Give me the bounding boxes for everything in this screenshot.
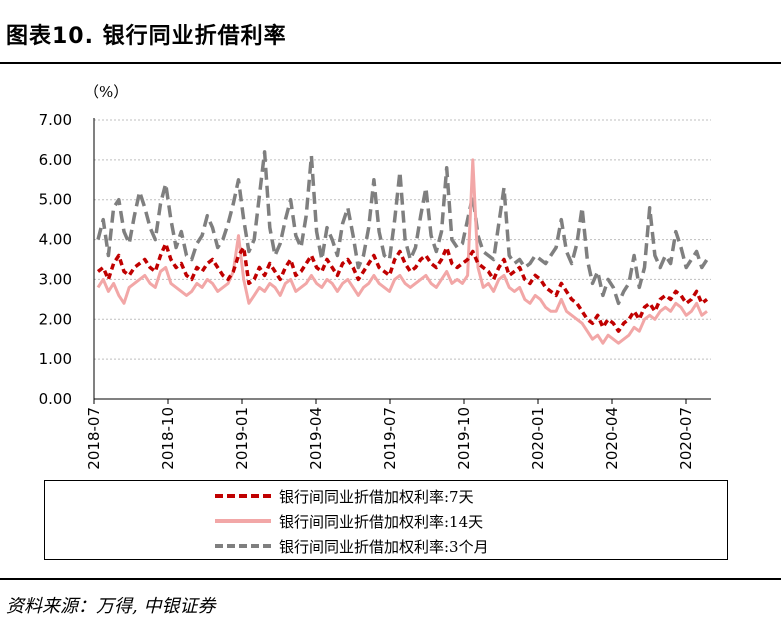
y-tick-label: 1.00 (39, 350, 72, 368)
y-tick-label: 2.00 (39, 310, 72, 328)
legend-label-14d: 银行间同业折借加权利率:14天 (279, 512, 484, 531)
x-tick-label: 2018-07 (85, 407, 103, 470)
x-tick-label: 2019-01 (233, 407, 251, 470)
legend-item-14d: 银行间同业折借加权利率:14天 (215, 510, 483, 532)
legend-swatch-7d (215, 494, 271, 498)
series-line-14d (96, 158, 708, 345)
legend-label-7d: 银行间同业折借加权利率:7天 (279, 487, 474, 506)
legend-item-3m: 银行间同业折借加权利率:3个月 (215, 535, 489, 557)
x-tick-label: 2019-10 (455, 407, 473, 470)
y-tick-label: 3.00 (39, 270, 72, 288)
x-tick-label: 2020-01 (529, 407, 547, 470)
source-note: 资料来源：万得, 中银证券 (6, 596, 216, 617)
series-line-7d (96, 241, 709, 333)
x-tick-label: 2019-07 (381, 407, 399, 470)
y-tick-label: 4.00 (39, 231, 72, 249)
x-tick-label: 2020-04 (603, 407, 621, 470)
title-divider (0, 62, 781, 64)
y-axis-label: （%） (84, 83, 128, 101)
y-tick-label: 6.00 (39, 151, 72, 169)
line-chart: （%） 7.00 6.00 5.00 4.00 3.00 2.00 1.00 0.00 201… (39, 83, 711, 470)
legend-label-3m: 银行间同业折借加权利率:3个月 (279, 537, 489, 556)
legend-item-7d: 银行间同业折借加权利率:7天 (215, 485, 474, 507)
footer-divider (0, 578, 781, 580)
y-tick-label: 5.00 (39, 191, 72, 209)
page-title: 图表10. 银行同业折借利率 (6, 24, 287, 49)
legend-swatch-3m (215, 544, 271, 548)
chart-legend: 银行间同业折借加权利率:7天 银行间同业折借加权利率:14天 银行间同业折借加权… (44, 480, 728, 560)
series-line-3m (96, 150, 709, 306)
y-tick-label: 7.00 (39, 111, 72, 129)
x-tick-label: 2019-04 (307, 407, 325, 470)
y-tick-label: 0.00 (39, 390, 72, 408)
x-tick-label: 2018-10 (159, 407, 177, 470)
legend-swatch-14d (215, 519, 271, 523)
x-tick-label: 2020-07 (677, 407, 695, 470)
